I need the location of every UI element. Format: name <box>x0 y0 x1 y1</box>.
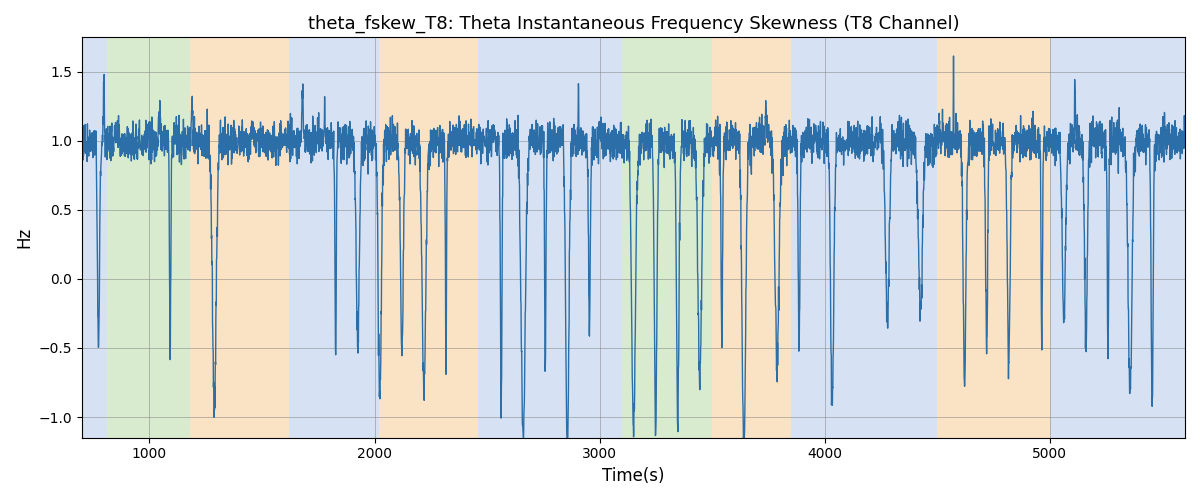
Bar <box>622 38 713 438</box>
Bar <box>289 38 379 438</box>
Bar <box>1050 38 1186 438</box>
Bar <box>379 38 478 438</box>
Bar <box>713 38 791 438</box>
X-axis label: Time(s): Time(s) <box>602 467 665 485</box>
Bar <box>107 38 190 438</box>
Bar <box>190 38 289 438</box>
Title: theta_fskew_T8: Theta Instantaneous Frequency Skewness (T8 Channel): theta_fskew_T8: Theta Instantaneous Freq… <box>307 15 959 34</box>
Bar <box>478 38 622 438</box>
Y-axis label: Hz: Hz <box>14 227 32 248</box>
Bar <box>937 38 1050 438</box>
Bar <box>82 38 107 438</box>
Bar <box>791 38 937 438</box>
